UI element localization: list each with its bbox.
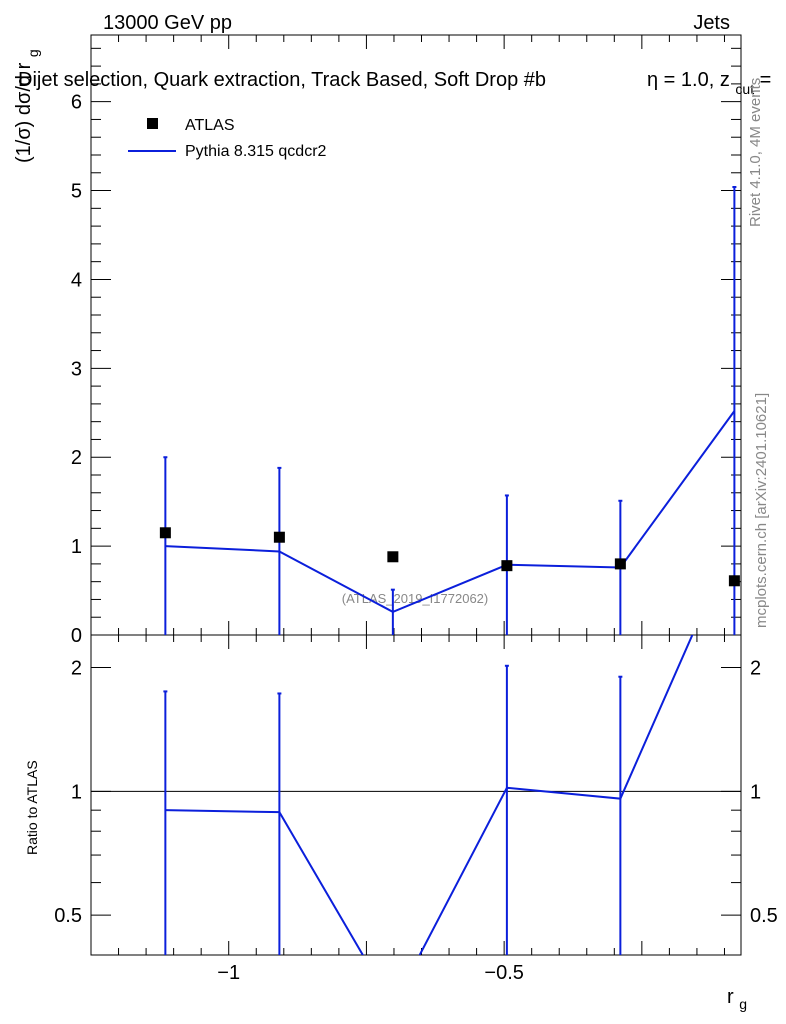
ratio-error-bars [163,664,623,955]
data-point [614,558,626,570]
ratio-y-tick-label-right: 0.5 [750,905,778,927]
ratio-series-line [165,635,694,955]
main-y-tick-label: 2 [71,447,82,469]
rivet-version-label: Rivet 4.1.0, 4M events [747,78,764,227]
plot-title: Dijet selection, Quark extraction, Track… [18,69,771,99]
x-tick-label: −1 [217,962,240,984]
x-tick-labels: −1 −0.5 [217,962,524,984]
ratio-y-axis-label: Ratio to ATLAS [24,760,40,855]
main-y-tick-label: 1 [71,536,82,558]
data-point [728,575,740,587]
main-y-axis-label: (1/σ) dσ/d r g [13,49,41,163]
analysis-watermark: (ATLAS_2019_I1772062) [342,591,488,606]
ratio-y-tick-label: 2 [71,658,82,680]
energy-label: 13000 GeV pp [103,12,232,34]
category-label: Jets [693,12,730,34]
title-main: Dijet selection, Quark extraction, Track… [18,69,546,91]
legend-data-marker [147,118,158,129]
main-y-tick-label: 0 [71,625,82,647]
ratio-y-tick-label: 1 [71,781,82,803]
mc-error-bars [163,186,737,635]
x-axis-label-sub: g [739,996,747,1012]
ratio-panel-frame [90,634,742,956]
data-point [273,531,285,543]
main-y-tick-label: 3 [71,358,82,380]
main-y-tick-labels: 0 1 2 3 4 5 6 [71,92,82,647]
legend-mc-label: Pythia 8.315 qcdcr2 [185,143,327,160]
data-point [159,527,171,539]
legend: ATLAS Pythia 8.315 qcdcr2 [128,117,327,160]
main-y-tick-label: 6 [71,92,82,114]
x-axis-label: r g [727,986,747,1012]
data-point [387,551,399,563]
ratio-y-tick-label-right: 2 [750,658,761,680]
main-y-tick-label: 4 [71,269,82,291]
title-cut-sub: cut [735,81,754,97]
ratio-y-tick-label: 0.5 [54,905,82,927]
ratio-y-tick-label-right: 1 [750,781,761,803]
data-markers [159,527,740,587]
ratio-axis-ticks [90,635,741,956]
main-y-axis-label-sub: g [25,49,41,57]
main-y-tick-label: 5 [71,181,82,203]
data-point [501,560,513,572]
main-axis-ticks [90,35,741,636]
ratio-y-tick-labels: 0.5 0.5 1 1 2 2 [54,658,778,928]
mcplots-label: mcplots.cern.ch [arXiv:2401.10621] [753,393,770,628]
mc-series-line [165,410,736,613]
legend-data-label: ATLAS [185,117,235,134]
title-tail: = [760,69,772,91]
x-tick-label: −0.5 [484,962,523,984]
title-beta: η = 1.0, z [647,69,730,91]
